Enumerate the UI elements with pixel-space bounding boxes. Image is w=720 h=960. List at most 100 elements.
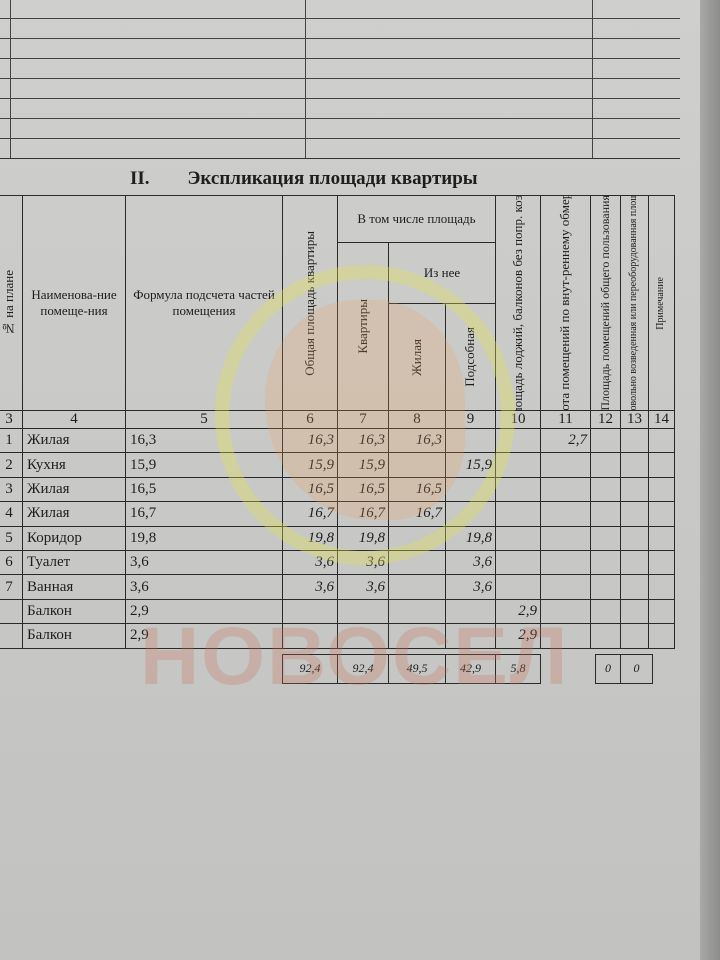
header-note: Примечание [648, 195, 675, 411]
table-cell-empty [590, 501, 621, 527]
header-living: Жилая [388, 303, 446, 411]
table-cell-formula: 16,7 [125, 501, 283, 527]
table-cell-no: 6 [0, 550, 23, 576]
table-cell-aux [445, 476, 496, 503]
table-cell-apt: 16,7 [337, 501, 389, 527]
column-number: 7 [337, 410, 389, 429]
table-cell-formula: 16,5 [125, 476, 283, 503]
table-cell-total-text: 3,6 [315, 554, 334, 571]
total-unauthorized: 0 [620, 653, 653, 684]
table-cell-name: Кухня [22, 452, 126, 478]
table-cell-empty [590, 598, 621, 625]
header-room-name: Наименова-ние помеще-ния [22, 195, 126, 411]
previous-section-grid [0, 0, 680, 159]
header-unauthorized-text: Самовольно возведенная или переоборудова… [628, 195, 640, 411]
column-number-text: 12 [598, 411, 613, 427]
column-number-text: 8 [413, 411, 421, 427]
table-cell-height-text: 2,7 [568, 432, 587, 449]
header-auxiliary-text: Подсобная [462, 327, 478, 387]
table-cell-empty [648, 574, 675, 600]
total-balcony: 5,8 [495, 653, 541, 684]
table-cell-total: 3,6 [282, 550, 338, 576]
table-cell-empty [620, 574, 649, 600]
table-cell-formula-text: 3,6 [130, 554, 149, 571]
table-cell-no-text: 6 [5, 554, 13, 571]
table-cell-height [540, 550, 591, 576]
table-cell-aux-text: 19,8 [465, 529, 492, 546]
table-cell-apt-text: 19,8 [358, 529, 385, 546]
total-apt-text: 92,4 [352, 661, 374, 676]
table-cell-balcony [495, 452, 541, 478]
table-cell-total [282, 598, 338, 625]
column-number-text: 4 [70, 411, 78, 427]
header-auxiliary: Подсобная [445, 303, 496, 411]
table-cell-empty [590, 525, 621, 551]
total-aux-text: 42,9 [460, 661, 481, 676]
table-cell-total: 16,7 [282, 501, 338, 527]
table-cell-aux: 15,9 [445, 452, 496, 478]
table-cell-height [540, 476, 591, 503]
table-cell-total: 15,9 [282, 452, 338, 478]
total-total-text: 92,4 [299, 661, 321, 676]
header-common-area: Площадь помещений общего пользования [590, 195, 621, 411]
table-cell-formula: 16,3 [125, 428, 283, 454]
table-cell-no-text: 2 [5, 456, 13, 473]
table-cell-living [388, 598, 446, 625]
table-cell-aux [445, 623, 496, 649]
table-cell-balcony-text: 2,9 [518, 602, 537, 619]
table-cell-empty [648, 623, 675, 649]
table-cell-name: Балкон [22, 623, 126, 649]
table-cell-height [540, 574, 591, 600]
table-cell-no: 4 [0, 501, 23, 527]
table-cell-living [388, 574, 446, 600]
table-cell-empty [590, 623, 621, 649]
table-cell-name-text: Кухня [27, 456, 66, 473]
column-number-text: 7 [359, 411, 367, 427]
table-cell-name-text: Туалет [27, 554, 71, 571]
header-height: Высота помещений по внут-реннему обмеру,… [540, 195, 591, 411]
column-number: 11 [540, 410, 591, 429]
table-cell-empty [590, 476, 621, 503]
table-cell-height [540, 598, 591, 625]
table-cell-empty [620, 452, 649, 478]
column-number: 13 [620, 410, 649, 429]
header-formula: Формула подсчета частей помещения [125, 195, 283, 411]
table-cell-apt-text: 16,5 [358, 480, 385, 497]
table-cell-no: 1 [0, 428, 23, 454]
header-living-text: Жилая [408, 338, 424, 376]
table-cell-name: Жилая [22, 476, 126, 503]
table-cell-formula-text: 3,6 [130, 578, 149, 595]
header-of-which-text: Из нее [423, 264, 461, 280]
header-room-name-text: Наименова-ние помеще-ния [31, 286, 117, 318]
table-cell-aux-text: 3,6 [473, 578, 492, 595]
table-cell-balcony [495, 525, 541, 551]
column-number-text: 10 [510, 411, 526, 427]
table-cell-aux: 3,6 [445, 550, 496, 576]
table-cell-no [0, 598, 23, 625]
table-cell-balcony [495, 550, 541, 576]
table-cell-formula: 15,9 [125, 452, 283, 478]
table-cell-living-text: 16,3 [415, 432, 442, 449]
header-plan-number-text: № на плане [0, 269, 16, 337]
table-cell-height: 2,7 [540, 428, 591, 454]
header-apartment-text: Квартиры [354, 299, 370, 354]
section-number: II. [130, 168, 150, 189]
table-cell-aux-text: 15,9 [465, 456, 492, 473]
table-cell-no: 7 [0, 574, 23, 600]
table-cell-empty [620, 598, 649, 625]
column-number: 10 [495, 410, 541, 429]
header-note-text: Примечание [655, 276, 667, 330]
column-number: 8 [388, 410, 446, 429]
table-cell-no-text: 4 [5, 505, 13, 522]
table-cell-living [388, 550, 446, 576]
table-cell-total-text: 16,3 [307, 432, 334, 449]
table-cell-empty [648, 452, 675, 478]
table-cell-balcony [495, 476, 541, 503]
table-cell-balcony: 2,9 [495, 598, 541, 625]
table-cell-empty [620, 476, 649, 503]
total-aux: 42,9 [445, 653, 496, 684]
table-cell-formula: 3,6 [125, 550, 283, 576]
table-cell-aux: 19,8 [445, 525, 496, 551]
table-cell-no: 5 [0, 525, 23, 551]
table-cell-apt [337, 623, 389, 649]
